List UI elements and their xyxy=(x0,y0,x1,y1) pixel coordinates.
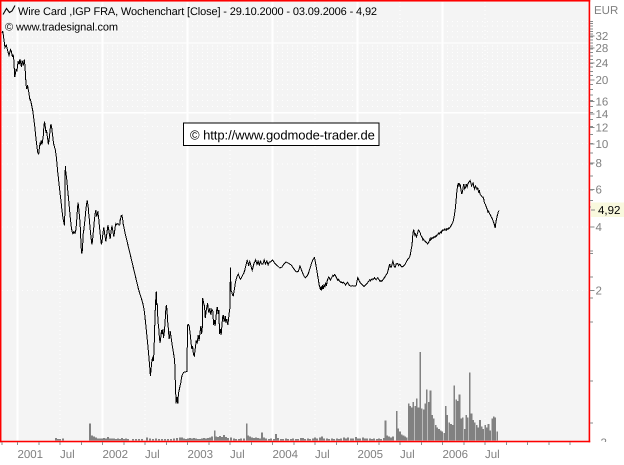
svg-text:28: 28 xyxy=(596,43,609,55)
svg-text:2003: 2003 xyxy=(188,449,214,461)
svg-text:© www.tradesignal.com: © www.tradesignal.com xyxy=(5,22,118,34)
svg-text:Jul: Jul xyxy=(230,449,245,461)
svg-text:8: 8 xyxy=(596,158,602,170)
svg-text:20: 20 xyxy=(596,75,609,87)
svg-text:2006: 2006 xyxy=(443,449,469,461)
svg-text:32: 32 xyxy=(596,31,609,43)
svg-text:2002: 2002 xyxy=(103,449,129,461)
svg-text:© http://www.godmode-trader.de: © http://www.godmode-trader.de xyxy=(190,128,375,143)
svg-text:16: 16 xyxy=(596,96,609,108)
svg-text:2001: 2001 xyxy=(18,449,44,461)
svg-text:4,92: 4,92 xyxy=(598,205,620,217)
svg-text:Jul: Jul xyxy=(315,449,330,461)
svg-text:10: 10 xyxy=(596,139,609,151)
svg-text:Jul: Jul xyxy=(60,449,75,461)
svg-text:4: 4 xyxy=(596,222,603,234)
svg-text:Jul: Jul xyxy=(485,449,500,461)
svg-text:Jul: Jul xyxy=(400,449,415,461)
svg-text:2005: 2005 xyxy=(358,449,384,461)
svg-text:Wire Card ,IGP FRA, Wochenchar: Wire Card ,IGP FRA, Wochenchart [Close] … xyxy=(18,6,377,18)
svg-text:24: 24 xyxy=(596,58,609,70)
svg-text:2004: 2004 xyxy=(273,449,299,461)
svg-text:Jul: Jul xyxy=(145,449,160,461)
svg-text:2: 2 xyxy=(596,285,602,297)
svg-text:12: 12 xyxy=(596,123,609,135)
svg-text:14: 14 xyxy=(596,109,609,121)
svg-text:6: 6 xyxy=(596,184,602,196)
svg-text:EUR: EUR xyxy=(594,5,618,17)
